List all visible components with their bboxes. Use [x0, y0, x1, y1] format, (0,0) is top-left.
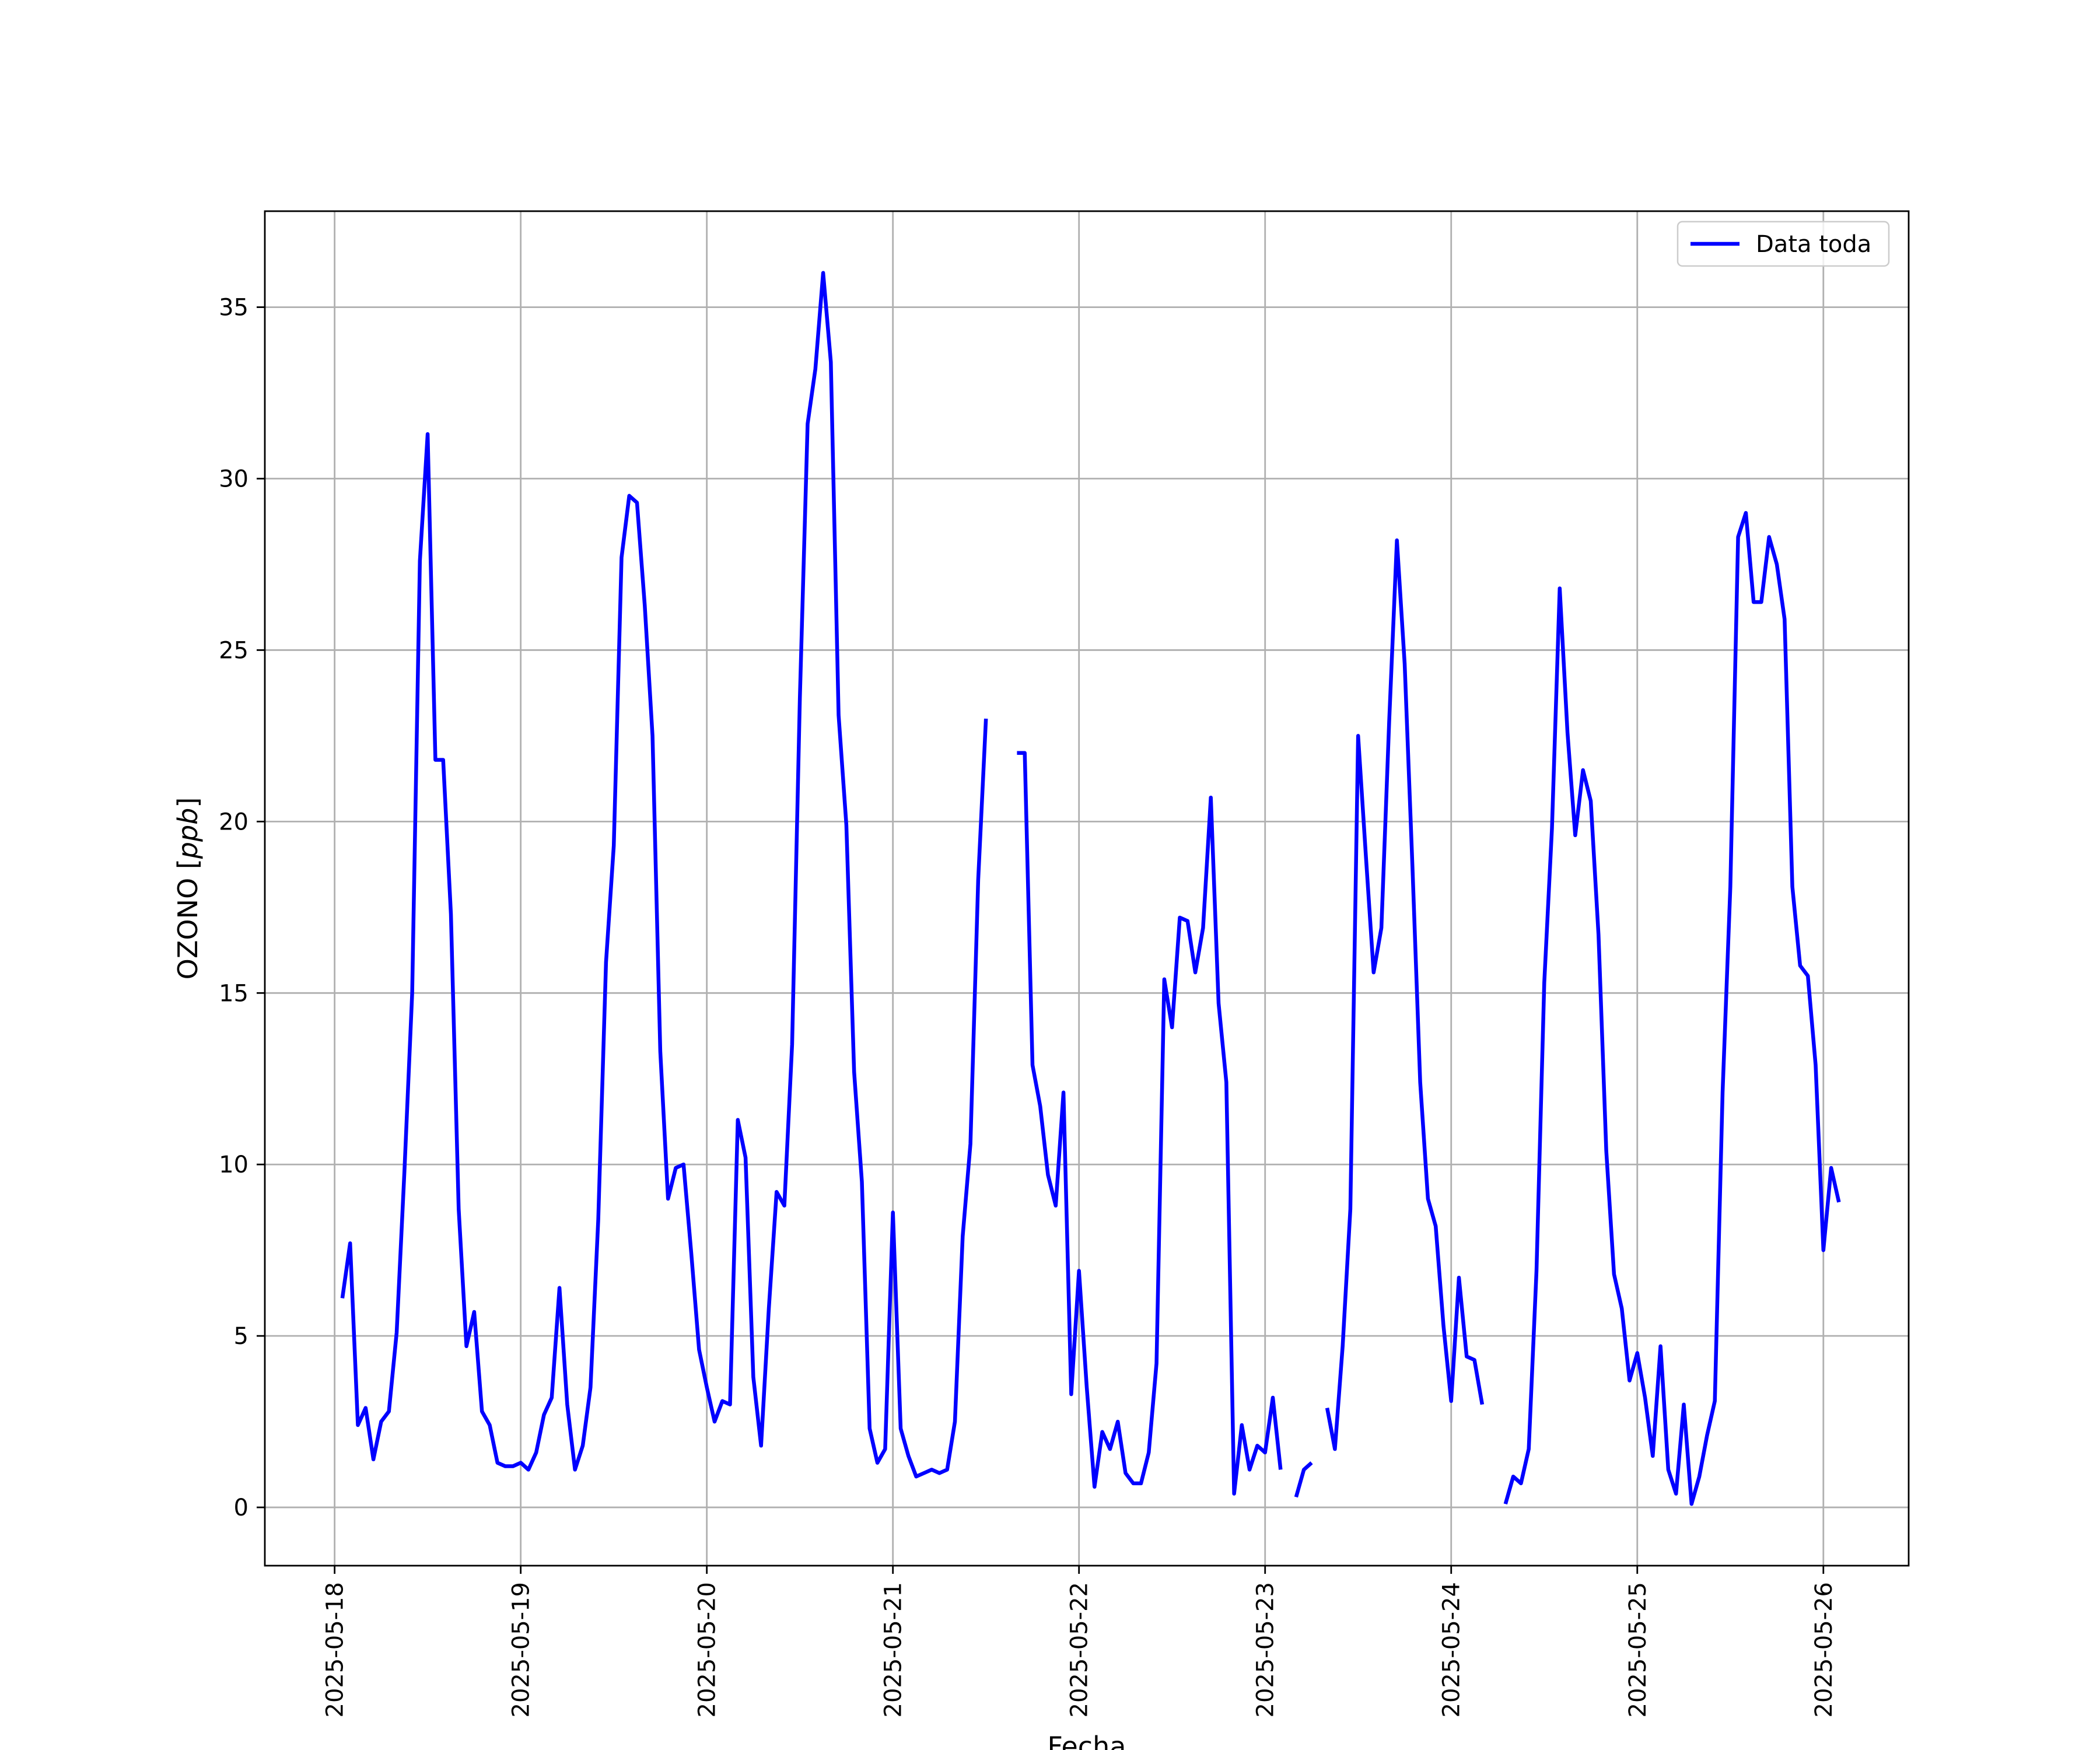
y-axis-label-close: ] — [172, 797, 204, 808]
y-tick-label: 10 — [219, 1152, 249, 1178]
legend: Data toda — [1676, 220, 1890, 267]
x-tick-label: 2025-05-20 — [694, 1582, 721, 1717]
y-tick-label: 20 — [219, 808, 249, 835]
y-tick-label: 25 — [219, 637, 249, 664]
legend-box — [1676, 220, 1890, 267]
x-axis-label: Fecha — [1048, 1731, 1126, 1750]
x-tick-label: 2025-05-25 — [1625, 1582, 1651, 1717]
y-tick-label: 0 — [234, 1494, 249, 1521]
series-line-0 — [340, 271, 1841, 1506]
plot-frame — [264, 210, 1910, 1567]
y-axis-label-text: OZONO [ — [172, 859, 204, 979]
x-tick-label: 2025-05-22 — [1066, 1582, 1093, 1717]
x-tick-label: 2025-05-18 — [322, 1582, 349, 1717]
x-tick-label: 2025-05-19 — [508, 1582, 535, 1717]
x-tick-label: 2025-05-21 — [880, 1582, 907, 1717]
x-tick-label: 2025-05-24 — [1438, 1582, 1465, 1717]
series-layer — [340, 271, 1841, 1506]
x-tick-label: 2025-05-23 — [1252, 1582, 1279, 1717]
y-axis-label-unit: ppb — [172, 808, 204, 860]
x-tick-label: 2025-05-26 — [1811, 1582, 1838, 1717]
y-tick-label: 30 — [219, 466, 249, 493]
grid — [265, 211, 1909, 1566]
axis-ticks: 2025-05-18 2025-05-19 2025-05-20 2025-05-21… — [219, 295, 1838, 1718]
y-axis-label: OZONO [ppb] — [172, 797, 204, 980]
y-tick-label: 5 — [234, 1323, 249, 1350]
y-tick-label: 15 — [219, 980, 249, 1007]
y-tick-label: 35 — [219, 295, 249, 321]
legend-label: Data toda — [1756, 231, 1871, 258]
